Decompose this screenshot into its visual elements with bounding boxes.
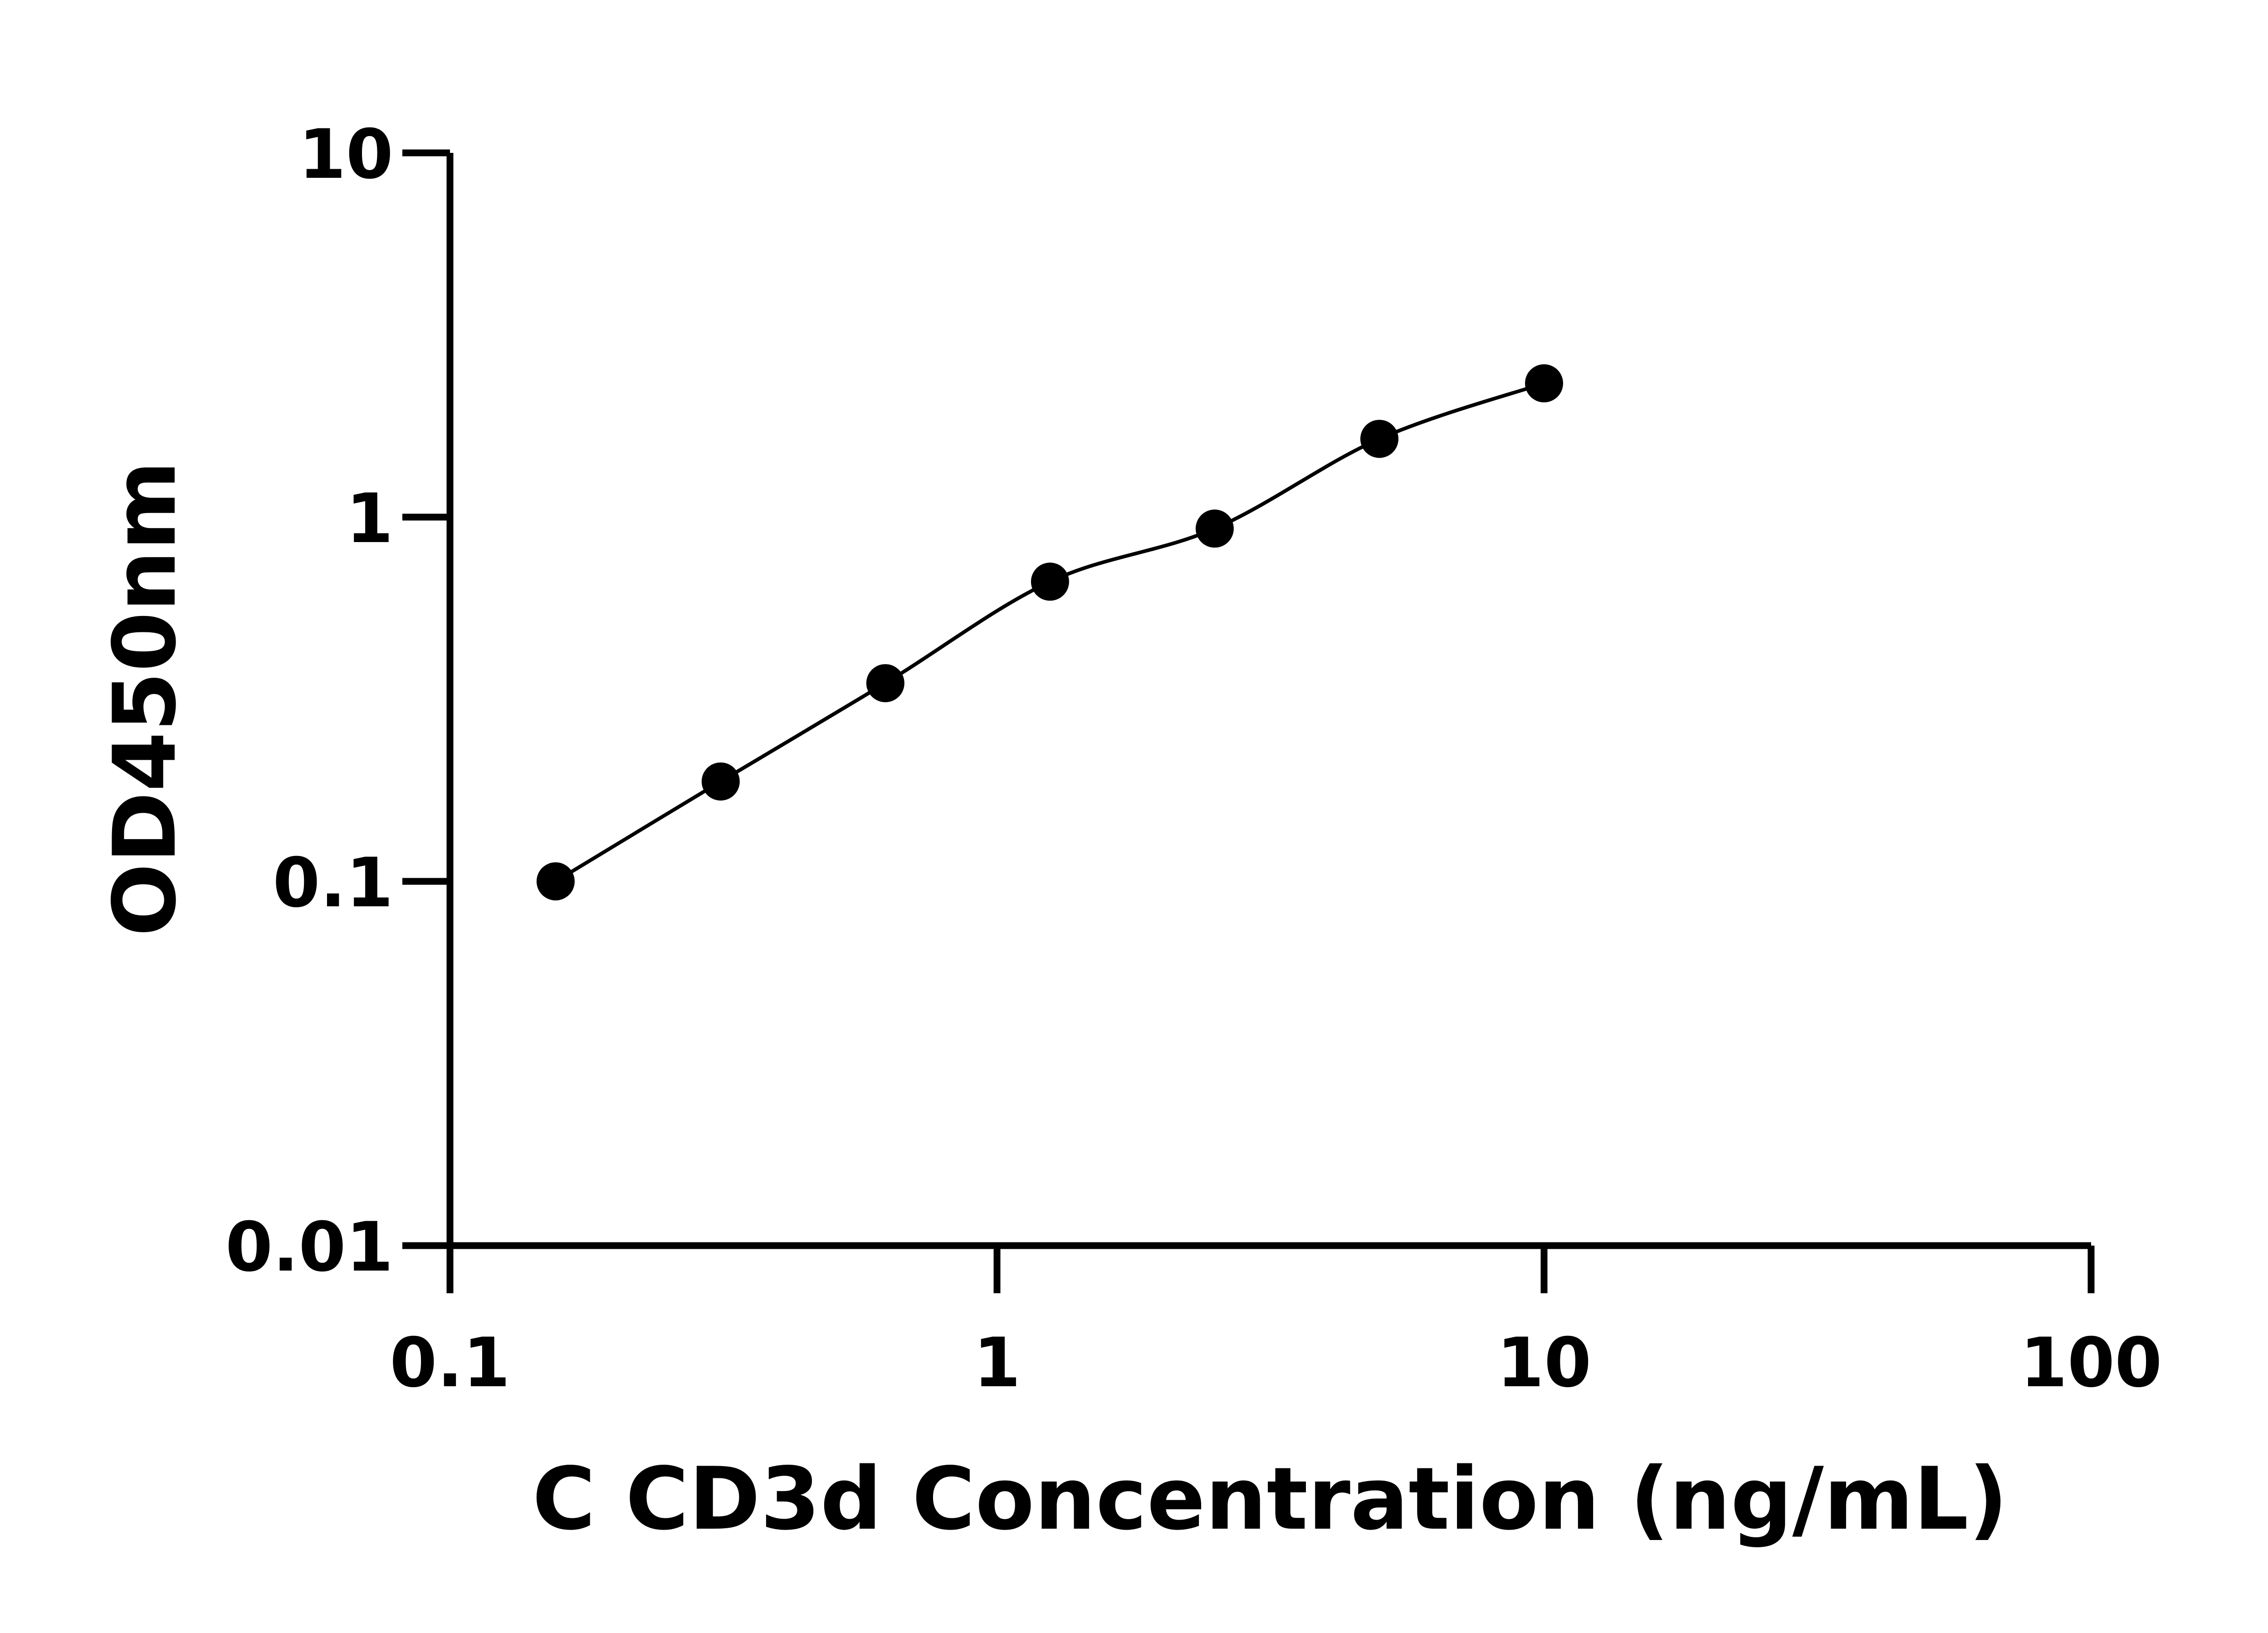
y-tick-label: 1 [346, 479, 393, 558]
ticks: 0.1 1 10 100 0.01 0.1 1 10 [225, 115, 2162, 1403]
data-point [536, 862, 575, 900]
data-point [701, 762, 740, 801]
x-tick-label: 100 [2020, 1324, 2162, 1403]
y-tick-label: 0.01 [225, 1208, 393, 1287]
fit-curve [554, 381, 1545, 883]
data-points [536, 364, 1563, 900]
x-tick-label: 10 [1497, 1324, 1592, 1403]
y-tick-label: 0.1 [273, 844, 393, 923]
data-point [866, 664, 904, 703]
y-axis-label: OD450nm [95, 460, 195, 936]
y-tick-label: 10 [298, 115, 393, 194]
axes [446, 153, 2091, 1249]
x-tick-label: 1 [973, 1324, 1021, 1403]
data-point [1360, 420, 1398, 458]
x-tick-label: 0.1 [390, 1324, 510, 1403]
fit-line [554, 381, 1545, 883]
data-point [1525, 364, 1563, 403]
x-axis-label: C CD3d Concentration (ng/mL) [532, 1449, 2008, 1549]
data-point [1031, 562, 1069, 601]
data-point [1195, 509, 1234, 548]
